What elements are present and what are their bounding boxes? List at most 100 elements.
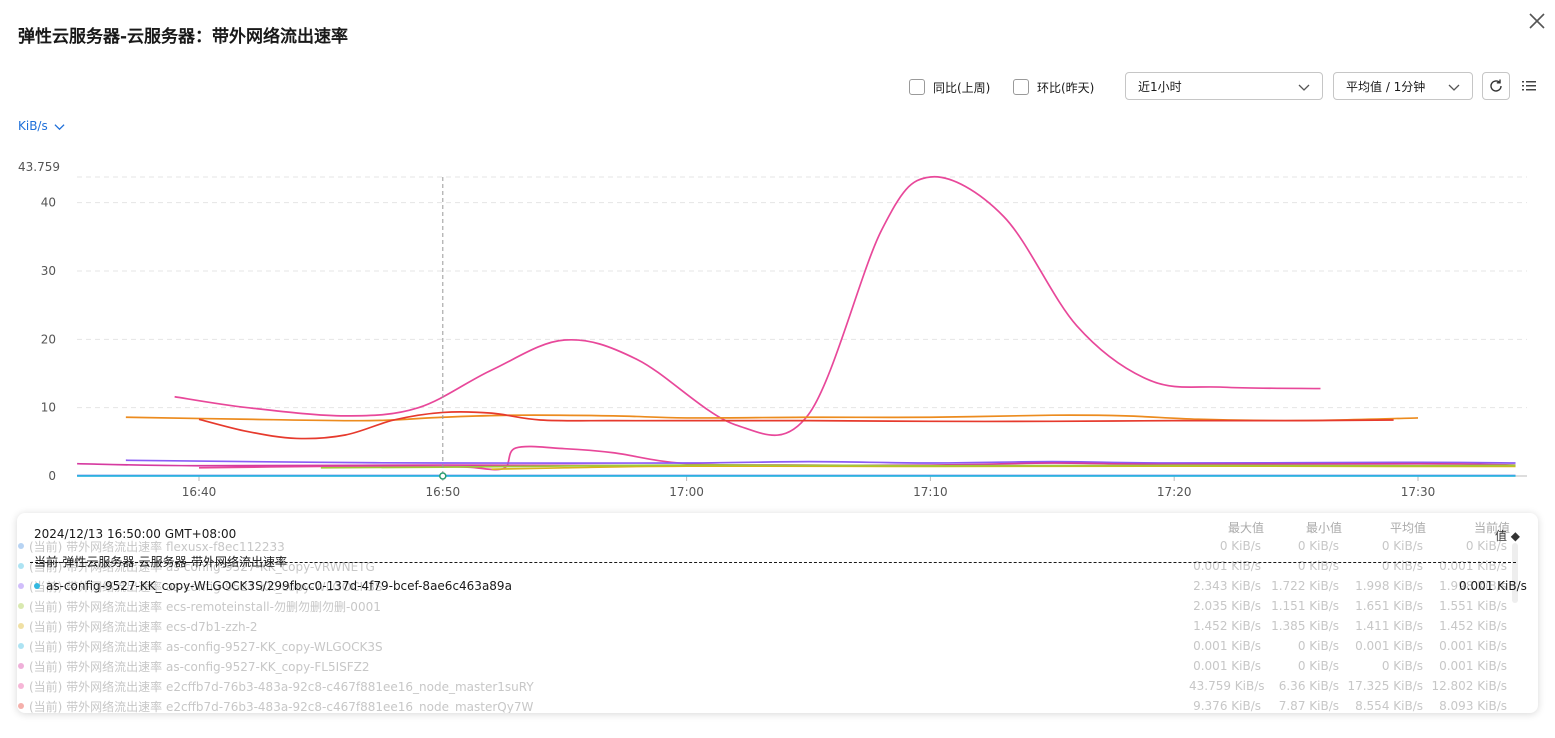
yoy-checkbox[interactable]: 同比(上周) [909,72,990,102]
series-dot [18,703,24,709]
legend-row-min: 6.36 KiB/s [1278,679,1339,693]
x-tick-label: 17:00 [669,485,704,499]
legend-row-cur: 0.001 KiB/s [1439,639,1507,653]
legend-row-max: 0.001 KiB/s [1193,639,1261,653]
series-dot [18,603,24,609]
mom-label: 环比(昨天) [1037,80,1095,95]
x-tick-label: 16:40 [182,485,217,499]
legend-row-avg: 1.411 KiB/s [1355,619,1423,633]
sort-button[interactable]: 值 ◆ [1494,529,1520,543]
col-max[interactable]: 最大值 [1227,521,1264,535]
legend-row-avg: 8.554 KiB/s [1355,699,1423,713]
legend-row-name: (当前) 带外网络流出速率 ecs-remoteinstall-勿删勿删勿删-0… [29,599,381,614]
crosshair [439,177,447,480]
legend-row-min: 0 KiB/s [1297,539,1339,553]
series-dot [18,563,24,569]
legend-row-min: 1.151 KiB/s [1271,599,1339,613]
legend-row-cur: 12.802 KiB/s [1431,679,1507,693]
legend-row[interactable]: (当前) 带外网络流出速率 flexusx-f8ec112233 0 KiB/s 0… [17,536,1538,556]
close-icon[interactable] [1526,10,1548,32]
legend-row[interactable]: (当前) 带外网络流出速率 e2cffb7d-76b3-483a-92c8-c4… [17,676,1538,696]
legend-row[interactable]: (当前) 带外网络流出速率 as-config-9527-KK_copy-WLG… [17,636,1538,656]
col-current[interactable]: 当前值 [1473,521,1510,535]
legend-row-name: (当前) 带外网络流出速率 as-config-9527-KK_copy-WLG… [29,579,383,594]
legend-row-avg: 1.998 KiB/s [1355,579,1423,593]
legend-row-avg: 0 KiB/s [1381,559,1423,573]
legend-row[interactable]: (当前) 带外网络流出速率 ecs-d7b1-zzh-2 1.452 KiB/s 1… [17,616,1538,636]
legend-row-cur: 0.001 KiB/s [1439,559,1507,573]
legend-row[interactable]: (当前) 带外网络流出速率 e2cffb7d-76b3-483a-92c8-c4… [17,696,1538,713]
legend-row-min: 0 KiB/s [1297,559,1339,573]
aggregation-value: 平均值 / 1分钟 [1346,79,1426,94]
checkbox-box[interactable] [1013,79,1029,95]
legend-row-avg: 0 KiB/s [1381,659,1423,673]
legend-row-max: 0.001 KiB/s [1193,659,1261,673]
col-avg[interactable]: 平均值 [1389,521,1426,535]
x-tick-label: 16:50 [426,485,461,499]
chevron-down-icon [1448,84,1460,91]
legend-row-cur: 1.998 KiB/s [1439,579,1507,593]
mom-checkbox[interactable]: 环比(昨天) [1013,72,1094,102]
yoy-label: 同比(上周) [933,80,991,95]
time-range-value: 近1小时 [1138,79,1182,94]
legend-row[interactable]: (当前) 带外网络流出速率 as-config-9527-KK_copy-VRW… [17,556,1538,576]
y-tick-label: 20 [41,332,56,346]
checkbox-box[interactable] [909,79,925,95]
legend-row-name: (当前) 带外网络流出速率 as-config-9527-KK_copy-VRW… [29,559,375,574]
series-line [174,176,1321,437]
col-min[interactable]: 最小值 [1305,521,1342,535]
unit-select[interactable]: KiB/s [18,119,65,133]
line-chart[interactable]: 43.759 40 30 20 10 0 16:40 16:50 17:00 17:10 17:2… [0,155,1555,500]
x-axis: 16:40 16:50 17:00 17:10 17:20 17:30 [182,476,1436,499]
y-axis: 43.759 40 30 20 10 0 [18,160,60,483]
legend-row[interactable]: (当前) 带外网络流出速率 as-config-9527-KK_copy-WLG… [17,576,1538,596]
legend-row-name: (当前) 带外网络流出速率 flexusx-f8ec112233 [29,539,285,554]
grid-lines [77,176,1527,477]
legend-row-min: 1.385 KiB/s [1271,619,1339,633]
legend-header: 最大值 最小值 平均值 当前值 [1192,519,1510,535]
legend-row-cur: 0.001 KiB/s [1439,659,1507,673]
series-line [125,414,1419,422]
series-dot [18,683,24,689]
legend-row-name: (当前) 带外网络流出速率 ecs-d7b1-zzh-2 [29,619,258,634]
legend-row-max: 1.452 KiB/s [1193,619,1261,633]
legend-row-avg: 1.651 KiB/s [1355,599,1423,613]
series-line [125,459,1516,464]
legend-row-cur: 8.093 KiB/s [1439,699,1507,713]
scrollbar[interactable] [1512,543,1518,603]
chevron-down-icon [1298,84,1310,91]
y-tick-label: 40 [41,196,56,210]
series-lines [77,176,1516,477]
legend-row-cur: 0 KiB/s [1465,539,1507,553]
legend-row-min: 1.722 KiB/s [1271,579,1339,593]
y-tick-label: 43.759 [18,160,60,174]
legend-row-cur: 1.551 KiB/s [1439,599,1507,613]
legend-row[interactable]: (当前) 带外网络流出速率 ecs-remoteinstall-勿删勿删勿删-0… [17,596,1538,616]
legend-row-avg: 17.325 KiB/s [1347,679,1423,693]
legend-row-max: 0 KiB/s [1219,539,1261,553]
legend-row-name: (当前) 带外网络流出速率 e2cffb7d-76b3-483a-92c8-c4… [29,699,534,714]
legend-row-max: 9.376 KiB/s [1193,699,1261,713]
legend-row-min: 0 KiB/s [1297,639,1339,653]
legend-row-min: 0 KiB/s [1297,659,1339,673]
legend-row-min: 7.87 KiB/s [1278,699,1339,713]
legend-row-max: 43.759 KiB/s [1189,679,1265,693]
time-range-select[interactable]: 近1小时 [1125,72,1323,100]
series-line [320,464,1516,469]
legend-row-max: 2.343 KiB/s [1193,579,1261,593]
series-dot [18,583,24,589]
list-icon[interactable] [1522,80,1536,92]
refresh-icon [1490,79,1502,92]
dialog-title: 弹性云服务器-云服务器：带外网络流出速率 [18,27,349,47]
legend-row[interactable]: (当前) 带外网络流出速率 as-config-9527-KK_copy-FL5… [17,656,1538,676]
legend-row-max: 2.035 KiB/s [1193,599,1261,613]
refresh-button[interactable] [1482,72,1510,100]
legend-row-name: (当前) 带外网络流出速率 e2cffb7d-76b3-483a-92c8-c4… [29,679,534,694]
aggregation-select[interactable]: 平均值 / 1分钟 [1333,72,1473,100]
series-dot [18,623,24,629]
legend-panel[interactable]: 最大值 最小值 平均值 当前值 值 ◆ (当前) 带外网络流出速率 flexus… [17,513,1538,713]
y-tick-label: 0 [48,469,56,483]
x-tick-label: 17:30 [1401,485,1436,499]
series-dot [18,663,24,669]
legend-row-avg: 0 KiB/s [1381,539,1423,553]
